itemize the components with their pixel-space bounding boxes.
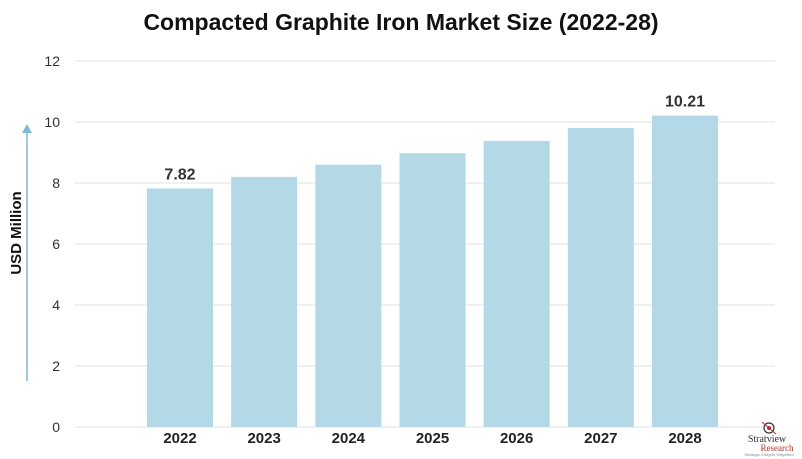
logo-sub: Research: [761, 443, 794, 453]
logo-name: Stratview: [748, 434, 787, 445]
x-tick-label-2024: 2024: [332, 430, 366, 447]
data-labels: 7.82 10.21: [164, 94, 705, 184]
y-tick-label: 4: [52, 297, 60, 313]
logo-slash-icon: [761, 421, 777, 435]
y-tick-label: 6: [52, 236, 60, 252]
bars: [147, 115, 718, 428]
x-tick-label-2026: 2026: [500, 430, 533, 447]
data-label-2022: 7.82: [164, 166, 195, 183]
data-label-2028: 10.21: [665, 94, 705, 111]
x-tick-labels: 2022 2023 2024 2025 2026 2027 2028: [163, 430, 701, 447]
x-tick-label-2027: 2027: [584, 430, 617, 447]
x-tick-label-2028: 2028: [668, 430, 701, 447]
y-tick-label: 0: [52, 419, 60, 435]
x-tick-label-2022: 2022: [163, 430, 196, 447]
bar-2026: [483, 140, 550, 427]
logo-mark-icon: [763, 422, 775, 434]
y-tick-label: 8: [52, 175, 60, 191]
bar-2022: [147, 188, 213, 427]
y-axis-label-group: USD Million: [8, 124, 32, 381]
bar-2028: [652, 115, 718, 427]
y-axis-arrow-head: [22, 124, 32, 133]
logo-tagline: Strategic Insights Simplified: [744, 452, 793, 457]
y-axis-label: USD Million: [8, 191, 25, 274]
x-tick-label-2025: 2025: [416, 430, 449, 447]
y-tick-label: 2: [52, 358, 60, 374]
y-tick-labels: 0 2 4 6 8 10 12: [44, 53, 60, 435]
bar-2024: [315, 164, 382, 427]
bar-2023: [231, 176, 298, 427]
stratview-logo: Stratview Research Strategic Insights Si…: [744, 421, 794, 457]
chart-title: Compacted Graphite Iron Market Size (202…: [143, 9, 658, 35]
y-tick-label: 12: [44, 53, 60, 69]
y-tick-label: 10: [44, 114, 60, 130]
x-tick-label-2023: 2023: [247, 430, 280, 447]
bar-2025: [399, 153, 466, 428]
bar-2027: [567, 128, 634, 427]
